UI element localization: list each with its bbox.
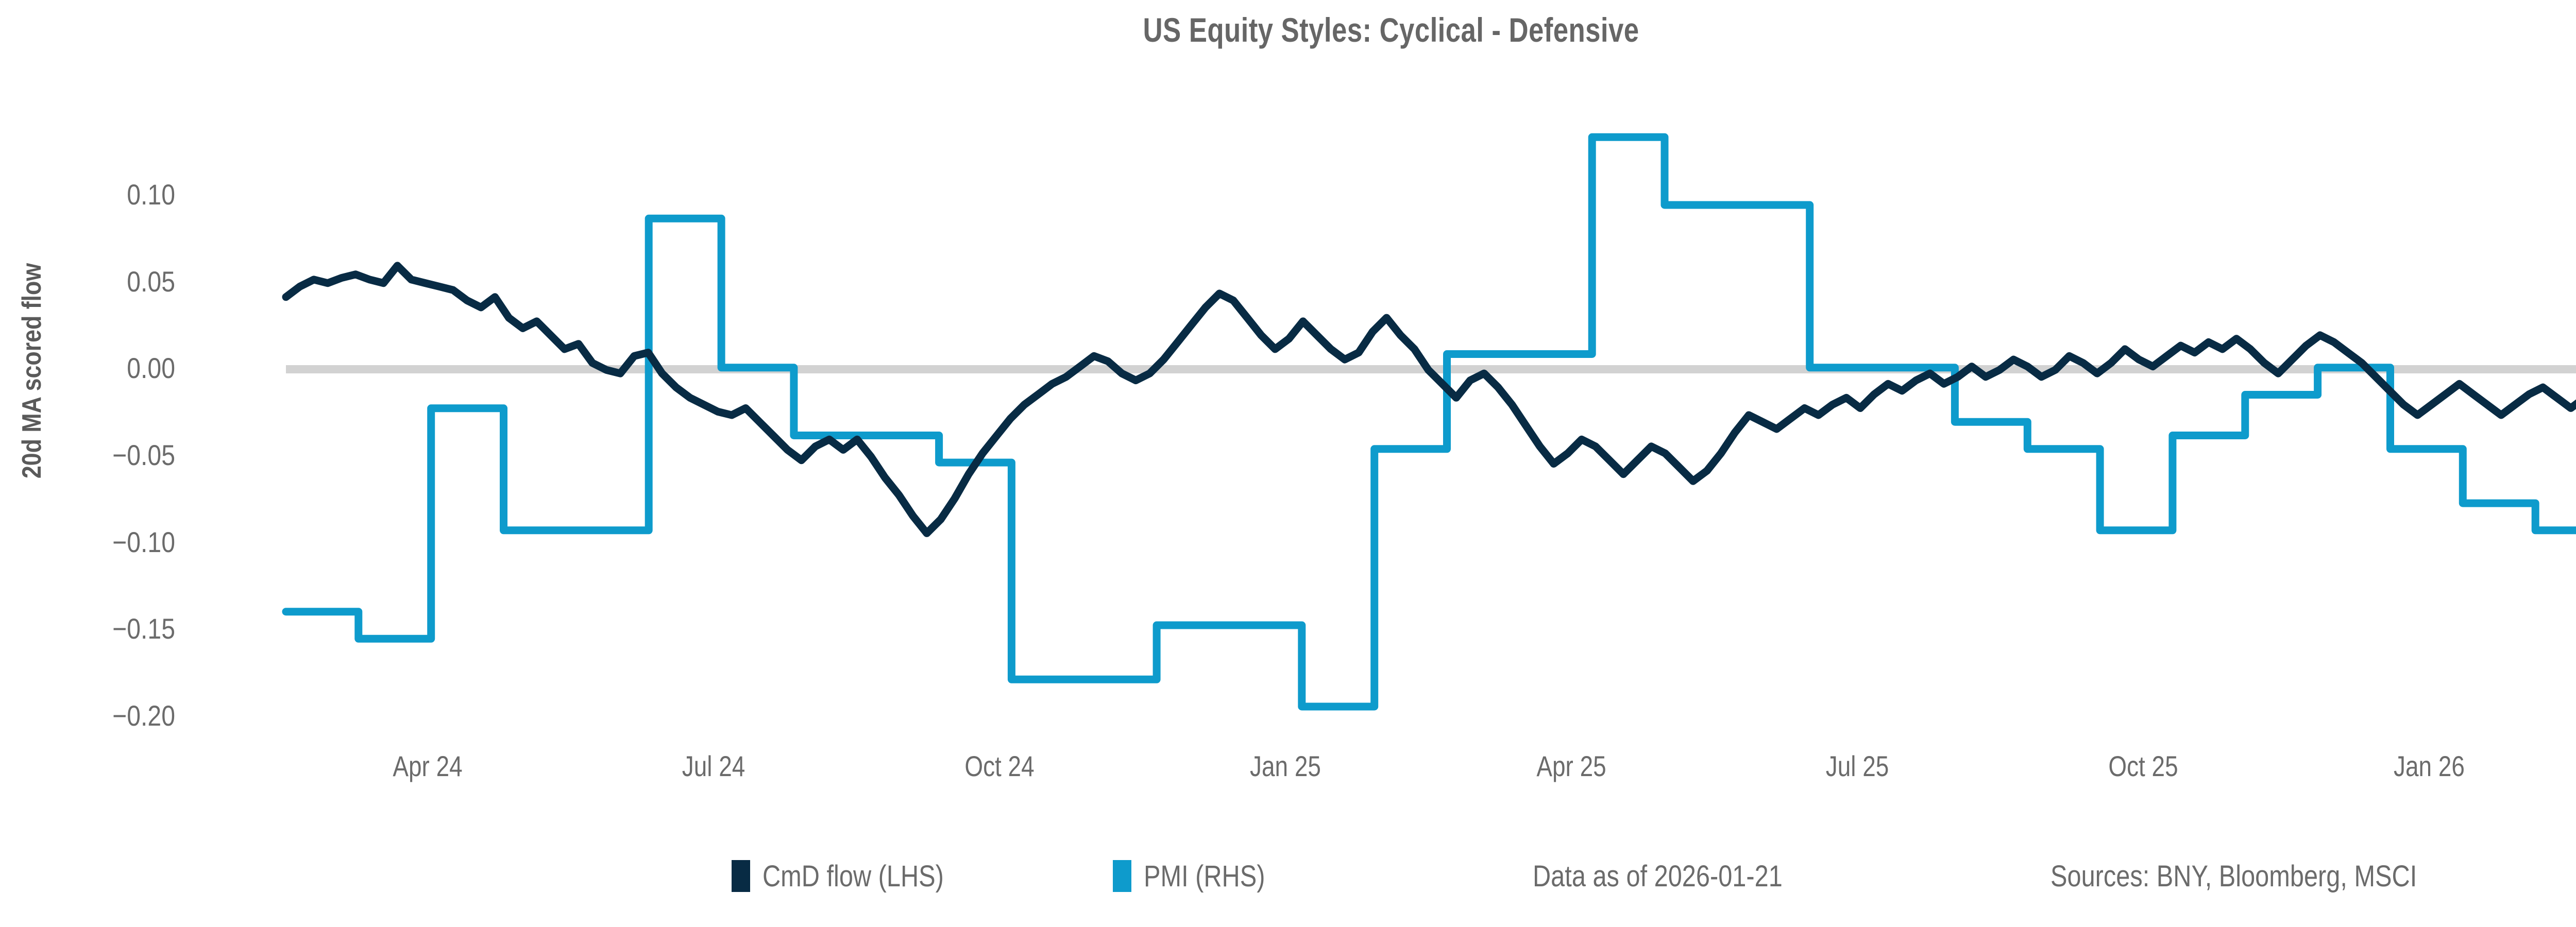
sources-text: Sources: BNY, Bloomberg, MSCI — [2050, 848, 2487, 904]
y-axis-left-tick: 0.10 — [127, 178, 175, 211]
y-axis-left-tick: 0.00 — [127, 352, 175, 385]
y-axis-left-tick: 0.05 — [127, 265, 175, 298]
square-swatch-icon — [1113, 860, 1131, 892]
sources-value: Sources: BNY, Bloomberg, MSCI — [2050, 859, 2417, 893]
x-axis-tick: Apr 24 — [393, 750, 463, 782]
legend-label-cmd-flow: CmD flow (LHS) — [762, 859, 944, 893]
legend-item-pmi[interactable]: PMI (RHS) — [1113, 848, 1288, 904]
y-axis-left-tick: −0.20 — [112, 699, 175, 732]
cmd-flow-line — [282, 262, 2576, 537]
legend: CmD flow (LHS) PMI (RHS) Data as of 2026… — [0, 848, 2576, 904]
x-axis-tick: Jan 26 — [2394, 750, 2465, 782]
square-swatch-icon — [732, 860, 750, 892]
x-axis-tick: Oct 25 — [2108, 750, 2178, 782]
page-title: US Equity Styles: Cyclical - Defensive — [1143, 11, 1639, 49]
x-axis-tick: Jul 25 — [1825, 750, 1889, 782]
y-axis-left-tick: −0.05 — [112, 439, 175, 471]
x-axis-tick: Jan 25 — [1250, 750, 1321, 782]
data-as-of-text: Data as of 2026-01-21 — [1533, 848, 1830, 904]
y-axis-left-tick: −0.15 — [112, 612, 175, 645]
y-axis-left-tick: −0.10 — [112, 525, 175, 558]
data-as-of-value: Data as of 2026-01-21 — [1533, 859, 1783, 893]
legend-item-cmd-flow[interactable]: CmD flow (LHS) — [732, 848, 978, 904]
legend-label-pmi: PMI (RHS) — [1144, 859, 1265, 893]
x-axis-tick: Oct 24 — [964, 750, 1035, 782]
x-axis-tick: Apr 25 — [1536, 750, 1606, 782]
x-axis-tick: Jul 24 — [682, 750, 745, 782]
pmi-step-line — [282, 133, 2576, 711]
